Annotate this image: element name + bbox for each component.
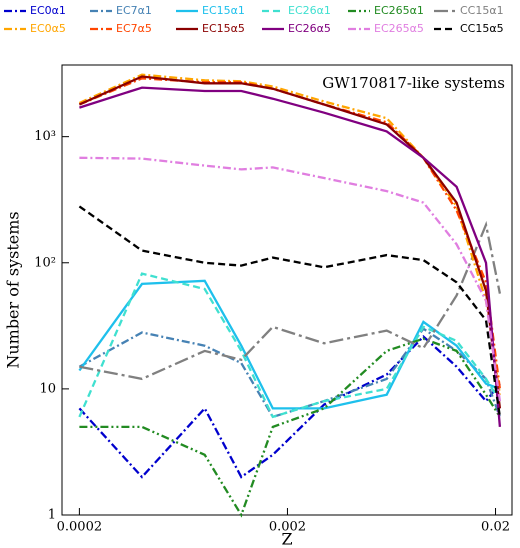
series-line: [78, 327, 501, 419]
series-line: [78, 75, 502, 409]
legend-label: EC26α5: [288, 22, 331, 35]
series-line: [79, 337, 501, 518]
legend-label: EC265α5: [374, 22, 424, 35]
legend-label: CC15α1: [460, 4, 504, 17]
series-line: [78, 205, 502, 418]
y-tick-label: 10²: [34, 255, 56, 270]
annotation: GW170817-like systems: [322, 74, 505, 92]
legend-label: EC0α5: [30, 22, 66, 35]
series-line: [78, 279, 501, 410]
plot-frame: [61, 64, 513, 516]
x-tick-label: 0.0002: [57, 520, 103, 535]
series-line: [78, 272, 501, 419]
series-line: [79, 86, 502, 427]
series-line: [78, 73, 502, 395]
y-tick-label: 10: [39, 381, 56, 396]
series-line: [79, 156, 502, 402]
legend-label: EC15α5: [202, 22, 245, 35]
y-axis-label: Number of systems: [4, 211, 23, 368]
legend-label: CC15α5: [460, 22, 504, 35]
y-tick-label: 10³: [34, 129, 56, 144]
legend-label: EC0α1: [30, 4, 66, 17]
legend-label: EC7α5: [116, 22, 152, 35]
x-axis-label: Z: [281, 530, 292, 548]
x-tick-label: 0.02: [481, 520, 510, 535]
series-line: [78, 77, 502, 390]
legend-label: EC265α1: [374, 4, 424, 17]
series-line: [79, 220, 502, 381]
legend-label: EC7α1: [116, 4, 152, 17]
series-line: [78, 335, 501, 479]
x-tick-label: 0.002: [269, 520, 306, 535]
legend-label: EC26α1: [288, 4, 331, 17]
legend-label: EC15α1: [202, 4, 245, 17]
y-tick-label: 1: [48, 508, 56, 523]
